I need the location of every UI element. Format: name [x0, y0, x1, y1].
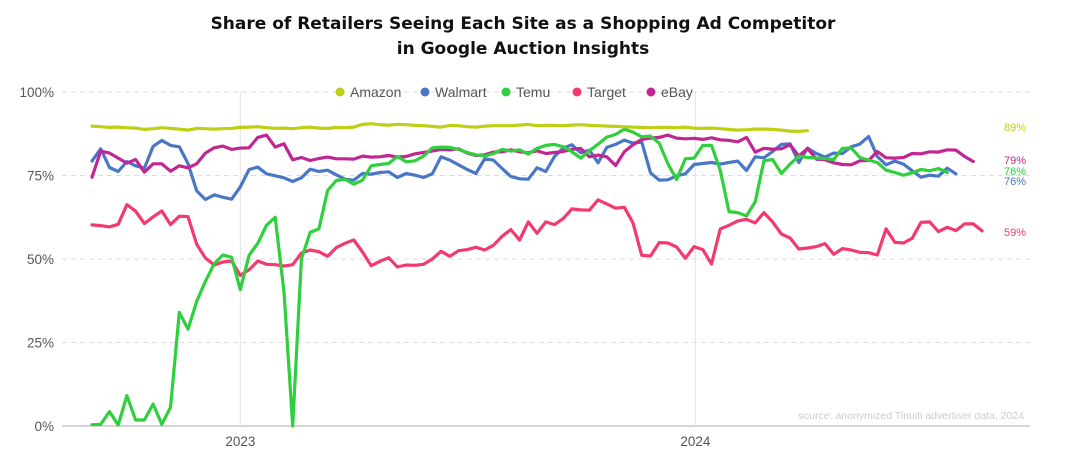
- legend-item-amazon: Amazon: [335, 84, 401, 100]
- end-labels: 89% 76%76% 59% 79%: [1004, 122, 1026, 239]
- y-tick-label: 50%: [27, 252, 54, 267]
- end-label-temu: 76%: [1004, 166, 1026, 178]
- legend-label: Temu: [516, 84, 550, 100]
- source-note: source: anonymized Tinuiti advertiser da…: [798, 410, 1024, 422]
- y-tick-label: 0%: [34, 419, 54, 434]
- legend-item-target: Target: [572, 84, 626, 100]
- legend-item-ebay: eBay: [646, 84, 693, 100]
- end-label-amazon: 89%: [1004, 122, 1026, 134]
- legend-label: Walmart: [435, 84, 487, 100]
- y-tick-label: 25%: [27, 336, 54, 351]
- x-axis: 2023 2024: [225, 434, 711, 449]
- legend: Amazon Walmart Temu Target eBay: [335, 84, 693, 100]
- legend-item-temu: Temu: [501, 84, 550, 100]
- legend-marker: [572, 87, 582, 97]
- series-line-temu: [90, 127, 949, 428]
- legend-label: Amazon: [350, 84, 401, 100]
- end-label-target: 59%: [1004, 227, 1026, 239]
- y-tick-label: 100%: [19, 85, 54, 100]
- legend-marker: [501, 87, 511, 97]
- chart-title: Share of Retailers Seeing Each Site as a…: [0, 12, 1046, 62]
- legend-label: eBay: [661, 84, 693, 100]
- legend-marker: [420, 87, 430, 97]
- y-axis: 0% 25% 50% 75% 100%: [19, 85, 54, 434]
- series-line-walmart: [90, 134, 958, 202]
- legend-item-walmart: Walmart: [420, 84, 487, 100]
- x-tick-label: 2023: [225, 434, 255, 449]
- end-label-walmart: 76%: [1004, 176, 1026, 188]
- series-lines: [90, 122, 984, 428]
- legend-marker: [335, 87, 345, 97]
- y-tick-label: 75%: [27, 169, 54, 184]
- chart-title-line-2: in Google Auction Insights: [396, 39, 650, 59]
- chart-title-line-1: Share of Retailers Seeing Each Site as a…: [210, 14, 836, 34]
- series-line-target: [90, 198, 984, 277]
- end-label-ebay: 79%: [1004, 155, 1026, 167]
- legend-label: Target: [587, 84, 626, 100]
- legend-marker: [646, 87, 656, 97]
- x-tick-label: 2024: [680, 434, 711, 449]
- series-line-amazon: [90, 122, 810, 133]
